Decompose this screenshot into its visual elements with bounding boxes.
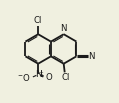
Text: N: N <box>60 24 66 33</box>
Text: N: N <box>35 70 42 79</box>
Text: +: + <box>38 70 43 75</box>
Text: N: N <box>89 52 95 61</box>
Text: $^{-}$O: $^{-}$O <box>17 72 30 83</box>
Text: Cl: Cl <box>61 73 69 82</box>
Text: Cl: Cl <box>34 16 42 25</box>
Text: O: O <box>45 73 52 82</box>
